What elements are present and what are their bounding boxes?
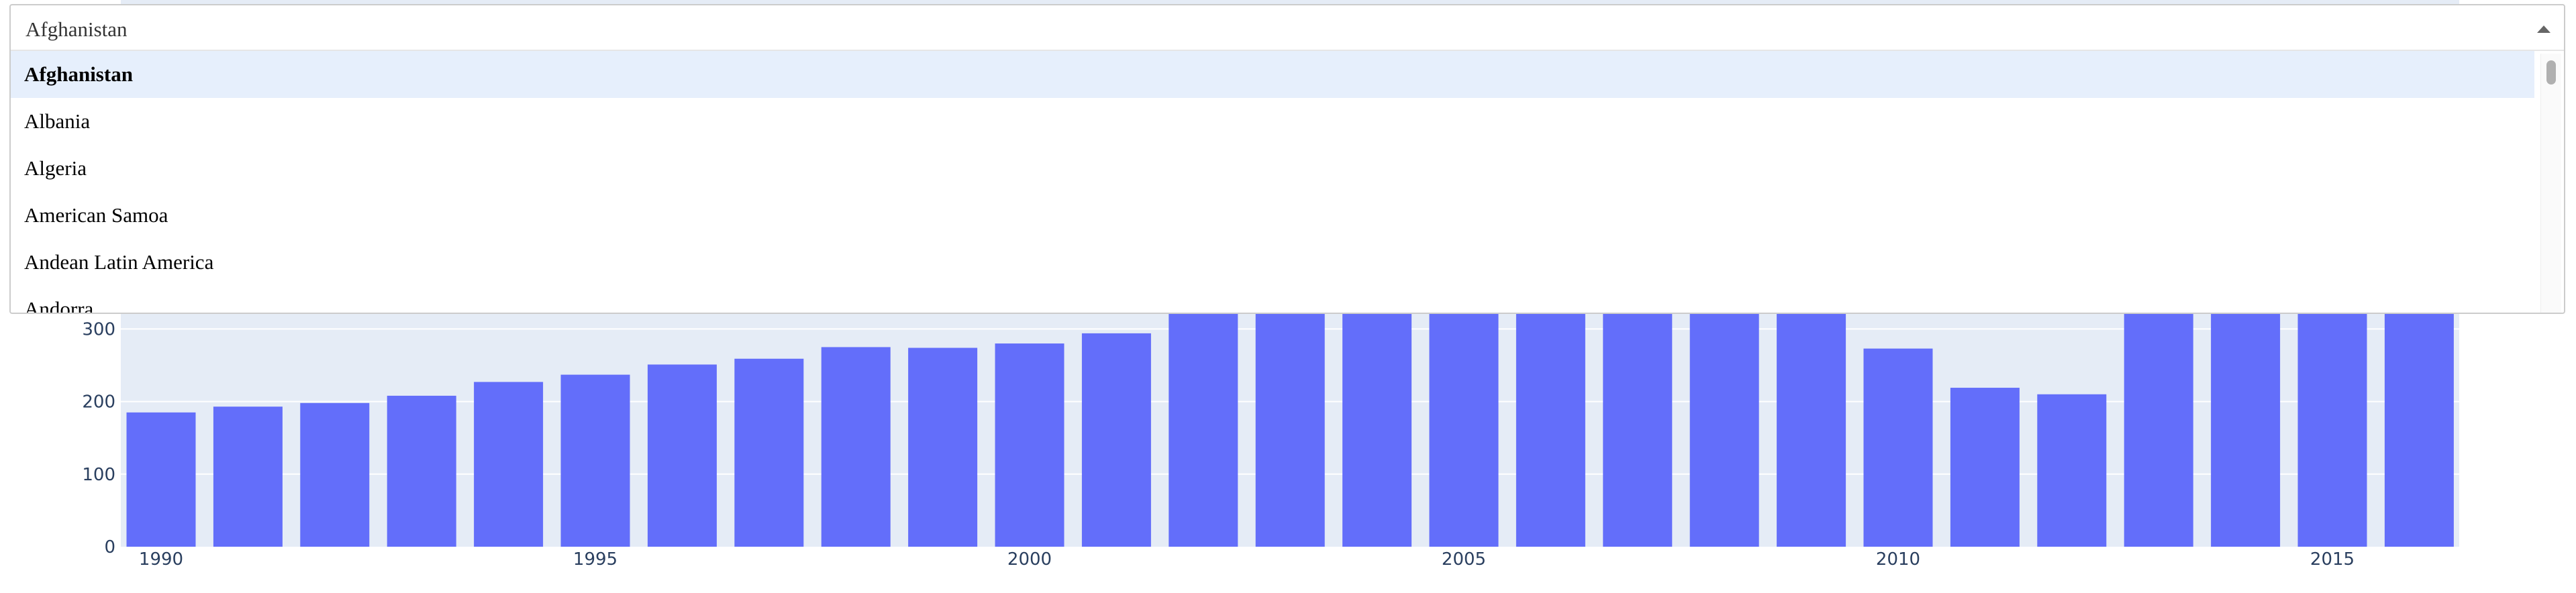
bar-2002[interactable]	[1169, 300, 1238, 547]
x-tick-label: 2000	[1007, 549, 1052, 570]
dropdown-option-andorra[interactable]: Andorra	[24, 297, 94, 314]
scrollbar-thumb[interactable]	[2546, 60, 2556, 85]
bar-2010[interactable]	[1863, 348, 1933, 547]
x-tick-label: 1990	[139, 549, 183, 570]
y-tick-label: 300	[82, 319, 115, 339]
bar-2012[interactable]	[2037, 394, 2107, 547]
bar-2006[interactable]	[1516, 300, 1585, 547]
x-tick-label: 1995	[573, 549, 617, 570]
bar-2004[interactable]	[1342, 300, 1412, 547]
caret-up-icon[interactable]	[2537, 25, 2550, 33]
bar-1995[interactable]	[560, 374, 630, 547]
y-tick-label: 0	[104, 537, 115, 557]
bar-1993[interactable]	[387, 395, 456, 547]
country-dropdown[interactable]: Afghanistan Afghanistan Albania Algeria …	[9, 4, 2565, 314]
bar-1992[interactable]	[300, 402, 370, 547]
bar-2016[interactable]	[2384, 300, 2454, 547]
bar-2015[interactable]	[2297, 300, 2367, 547]
y-tick-label: 100	[82, 465, 115, 485]
dropdown-scrollbar[interactable]	[2540, 54, 2561, 313]
dropdown-option-afghanistan[interactable]: Afghanistan	[11, 51, 2534, 98]
dropdown-option-andean-latin-america[interactable]: Andean Latin America	[24, 250, 214, 274]
bar-2001[interactable]	[1081, 333, 1151, 547]
bar-1994[interactable]	[474, 382, 544, 547]
bar-1999[interactable]	[908, 347, 978, 547]
bar-1990[interactable]	[126, 412, 196, 547]
bar-2000[interactable]	[995, 343, 1064, 547]
bar-2014[interactable]	[2211, 300, 2281, 547]
dropdown-option-albania[interactable]: Albania	[24, 109, 91, 133]
y-tick-label: 200	[82, 392, 115, 413]
dropdown-control[interactable]: Afghanistan	[11, 5, 2564, 51]
bar-1997[interactable]	[734, 358, 804, 547]
bar-2013[interactable]	[2124, 300, 2193, 547]
x-tick-label: 2010	[1876, 549, 1920, 570]
bar-2009[interactable]	[1777, 300, 1846, 547]
dropdown-menu: Afghanistan Albania Algeria American Sam…	[11, 51, 2534, 314]
bar-2003[interactable]	[1255, 300, 1325, 547]
bar-2008[interactable]	[1689, 300, 1759, 547]
bar-1996[interactable]	[647, 364, 717, 547]
bar-2005[interactable]	[1429, 300, 1499, 547]
x-tick-label: 2015	[2310, 549, 2355, 570]
dropdown-option-algeria[interactable]: Algeria	[24, 156, 87, 180]
bar-2007[interactable]	[1603, 300, 1673, 547]
bar-1991[interactable]	[213, 407, 283, 547]
bar-2011[interactable]	[1950, 388, 2020, 547]
dropdown-selected-value: Afghanistan	[26, 17, 128, 41]
x-tick-label: 2005	[1442, 549, 1486, 570]
bar-1998[interactable]	[821, 347, 891, 547]
dropdown-option-american-samoa[interactable]: American Samoa	[24, 203, 168, 227]
